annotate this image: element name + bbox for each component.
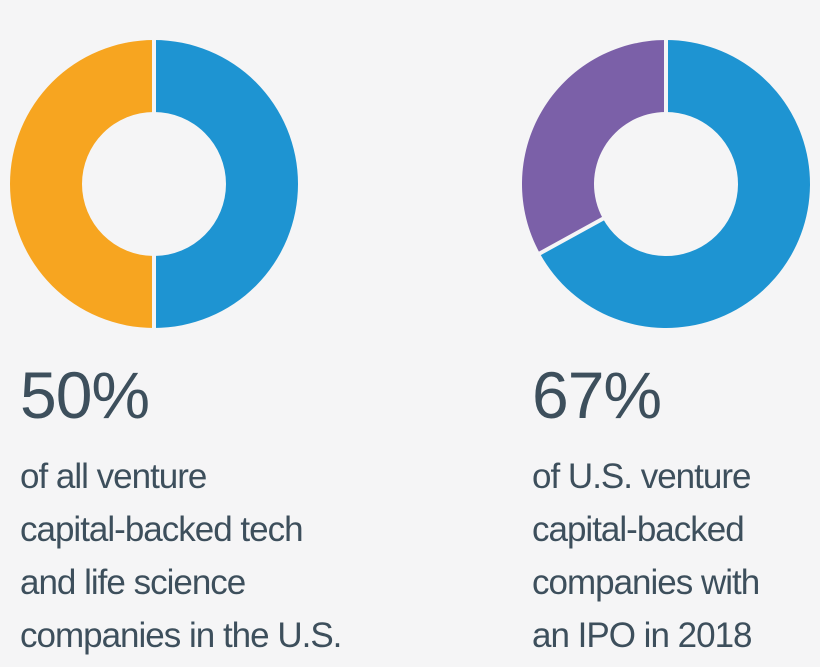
donut-slice-1-1 bbox=[522, 40, 666, 254]
percent-label-right: 67% bbox=[532, 358, 662, 432]
caption-line: companies with bbox=[532, 563, 760, 602]
caption-line: capital-backed bbox=[532, 510, 745, 549]
caption-line: an IPO in 2018 bbox=[532, 616, 753, 655]
caption-line: and life science bbox=[20, 563, 246, 602]
slice-separator-1-1 bbox=[537, 215, 606, 257]
stat-panel-right: 67% of U.S. venture capital-backed compa… bbox=[520, 0, 820, 667]
donut-chart-left bbox=[10, 38, 298, 330]
caption-line: capital-backed tech bbox=[20, 510, 304, 549]
caption-line: of all venture bbox=[20, 457, 207, 496]
percent-label-left: 50% bbox=[20, 358, 150, 432]
donut-chart-right bbox=[522, 38, 810, 328]
donut-slice-1-0 bbox=[539, 40, 810, 328]
stat-panel-left: 50% of all venture capital-backed tech a… bbox=[8, 0, 342, 667]
donut-slice-0-0 bbox=[154, 40, 298, 328]
caption-right: of U.S. venture capital-backed companies… bbox=[532, 450, 820, 662]
donut-slice-0-1 bbox=[10, 40, 154, 328]
caption-left: of all venture capital-backed tech and l… bbox=[20, 450, 342, 662]
caption-line: of U.S. venture bbox=[532, 457, 751, 496]
caption-line: companies in the U.S. bbox=[20, 616, 342, 655]
